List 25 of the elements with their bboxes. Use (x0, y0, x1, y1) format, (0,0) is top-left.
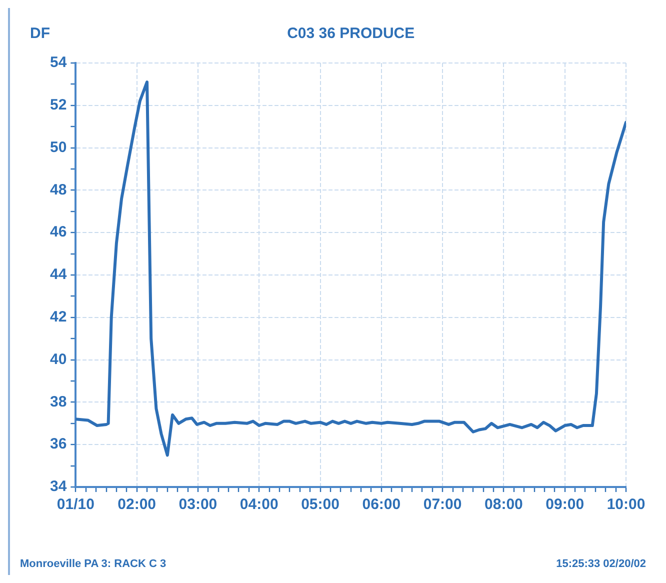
y-axis-title: DF (30, 25, 50, 42)
y-tick-label: 34 (50, 478, 68, 496)
x-tick-label: 09:00 (546, 496, 584, 514)
x-tick-label: 07:00 (423, 496, 462, 514)
chart-title: C03 36 PRODUCE (287, 25, 415, 42)
y-tick-label: 38 (50, 393, 67, 410)
x-tick-label: 10:00 (606, 496, 646, 514)
x-tick-label: 01/10 (56, 496, 94, 514)
x-tick-label: 05:00 (301, 496, 340, 514)
x-tick-label: 03:00 (178, 496, 218, 514)
y-tick-label: 44 (50, 266, 68, 284)
y-tick-label: 54 (50, 54, 68, 72)
y-tick-label: 46 (50, 224, 67, 241)
y-tick-label: 40 (50, 350, 67, 368)
y-tick-label: 50 (50, 138, 67, 156)
x-tick-label: 04:00 (240, 496, 278, 514)
y-tick-label: 42 (50, 308, 67, 326)
y-tick-label: 48 (50, 181, 67, 198)
y-tick-label: 52 (50, 96, 67, 114)
text: Monroeville PA 3: RACK C 3 (20, 558, 166, 570)
x-tick-label: 06:00 (362, 496, 401, 514)
x-tick-label: 02:00 (118, 496, 156, 514)
x-tick-label: 08:00 (484, 496, 523, 514)
y-tick-label: 36 (50, 436, 67, 453)
text: 15:25:33 02/20/02 (556, 558, 646, 570)
